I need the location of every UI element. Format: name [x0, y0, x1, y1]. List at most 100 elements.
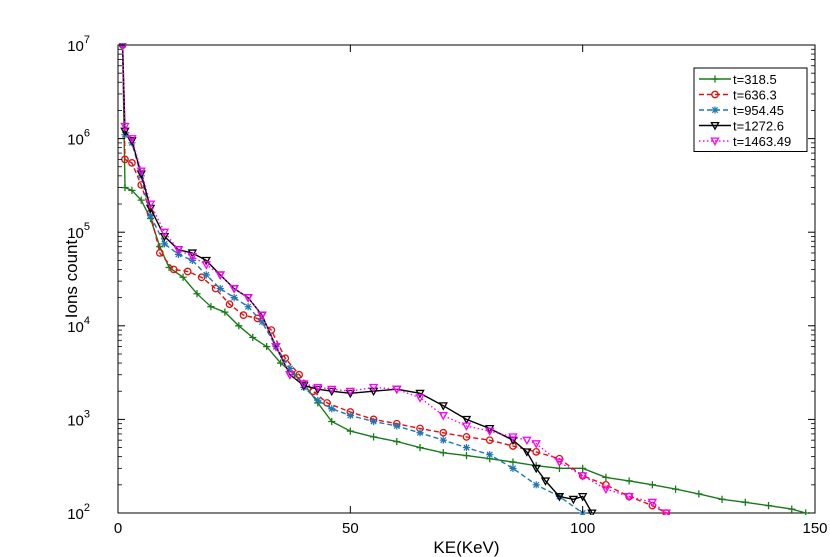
data-point — [718, 495, 726, 503]
data-point — [257, 311, 267, 321]
data-point — [159, 228, 170, 238]
legend-item: t=1272.6 — [699, 119, 784, 134]
y-tick-exp: 4 — [84, 315, 90, 327]
data-point — [202, 271, 210, 279]
x-tick-label: 100 — [570, 520, 595, 537]
data-point — [128, 159, 136, 167]
y-tick-base: 10 — [67, 225, 84, 242]
series-layer — [118, 43, 810, 515]
y-tick-label: 107 — [67, 34, 90, 55]
data-point — [554, 492, 565, 502]
data-point — [416, 443, 424, 452]
data-point — [313, 383, 323, 393]
data-point — [532, 481, 540, 489]
legend-label: t=318.5 — [733, 72, 777, 87]
series-line — [121, 44, 593, 514]
legend-label: t=1272.6 — [733, 119, 784, 134]
data-point — [579, 464, 587, 472]
data-point — [201, 261, 211, 270]
data-point — [625, 477, 633, 485]
data-point — [415, 389, 425, 399]
data-point — [485, 427, 495, 437]
legend-item: t=636.3 — [699, 88, 777, 103]
data-point — [393, 437, 401, 446]
data-point — [197, 273, 206, 282]
data-point — [531, 464, 541, 474]
y-tick-base: 10 — [67, 38, 84, 55]
series-line — [121, 44, 667, 514]
data-point — [187, 252, 198, 262]
legend-marker — [711, 106, 719, 114]
legend-label: t=954.45 — [733, 103, 784, 118]
data-point — [225, 300, 234, 309]
data-point — [243, 294, 253, 303]
data-point — [346, 411, 354, 420]
data-point — [764, 501, 773, 510]
data-point — [159, 232, 170, 242]
data-point — [328, 417, 336, 426]
data-point — [369, 433, 378, 441]
data-point — [314, 396, 322, 404]
data-point — [486, 451, 494, 459]
data-point — [244, 303, 252, 311]
y-tick-exp: 3 — [84, 408, 90, 420]
y-tick-label: 104 — [67, 315, 90, 336]
y-tick-base: 10 — [67, 132, 84, 149]
legend-label: t=1463.49 — [733, 134, 791, 149]
legend: t=318.5t=636.3t=954.45t=1272.6t=1463.49 — [693, 67, 808, 152]
y-tick-exp: 5 — [84, 221, 90, 233]
y-tick-label: 105 — [67, 221, 90, 242]
data-point — [179, 273, 187, 281]
legend-marker — [711, 90, 719, 99]
data-point — [183, 267, 192, 276]
data-point — [145, 200, 156, 209]
data-point — [554, 458, 565, 468]
data-point — [137, 196, 145, 204]
data-point — [369, 417, 378, 426]
data-point — [258, 318, 266, 326]
data-point — [345, 387, 356, 397]
data-point — [235, 322, 243, 330]
x-axis-title: KE(KeV) — [433, 538, 499, 557]
x-tick-label: 50 — [342, 520, 359, 537]
data-point — [327, 387, 337, 397]
data-point — [295, 370, 304, 379]
data-point — [416, 429, 424, 437]
data-point — [230, 294, 238, 302]
data-point — [439, 436, 447, 444]
data-point — [120, 127, 130, 137]
legend-item: t=954.45 — [699, 103, 784, 118]
data-point — [271, 343, 281, 352]
data-point — [522, 436, 532, 446]
data-point — [286, 364, 294, 373]
data-point — [121, 183, 129, 192]
data-point — [461, 422, 472, 431]
data-point — [368, 383, 379, 393]
data-point — [169, 265, 178, 274]
data-point — [462, 452, 471, 460]
data-point — [415, 394, 425, 403]
data-point — [160, 240, 169, 248]
plot-area-frame — [117, 44, 816, 514]
data-point — [127, 137, 137, 146]
data-point — [577, 492, 588, 502]
data-point — [327, 385, 337, 395]
data-point — [216, 284, 224, 293]
y-tick-base: 10 — [67, 319, 84, 336]
data-point — [393, 422, 401, 430]
legend-marker — [710, 121, 720, 131]
y-tick-base: 10 — [67, 412, 84, 429]
data-point — [201, 256, 211, 266]
data-point — [439, 428, 448, 437]
data-point — [788, 505, 796, 513]
data-point — [647, 498, 658, 508]
data-point — [587, 509, 597, 515]
data-point — [277, 359, 285, 367]
y-tick-label: 106 — [67, 128, 90, 149]
data-point — [601, 485, 611, 495]
data-point — [439, 449, 447, 457]
data-point — [438, 402, 448, 411]
data-point — [299, 380, 309, 389]
